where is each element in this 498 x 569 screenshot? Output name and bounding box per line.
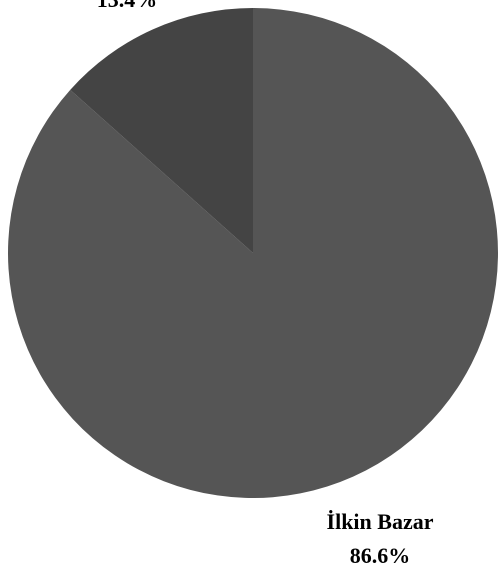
slice-value-label-0: 86.6% [350, 543, 411, 568]
pie-slices [8, 8, 498, 498]
pie-slice-0 [8, 8, 498, 498]
slice-value-label-1: 13.4% [97, 0, 158, 12]
pie-labels: 13.4% İlkin Bazar 86.6% [97, 0, 434, 568]
slice-name-label-0: İlkin Bazar [327, 509, 434, 534]
pie-slice-1 [70, 8, 254, 253]
